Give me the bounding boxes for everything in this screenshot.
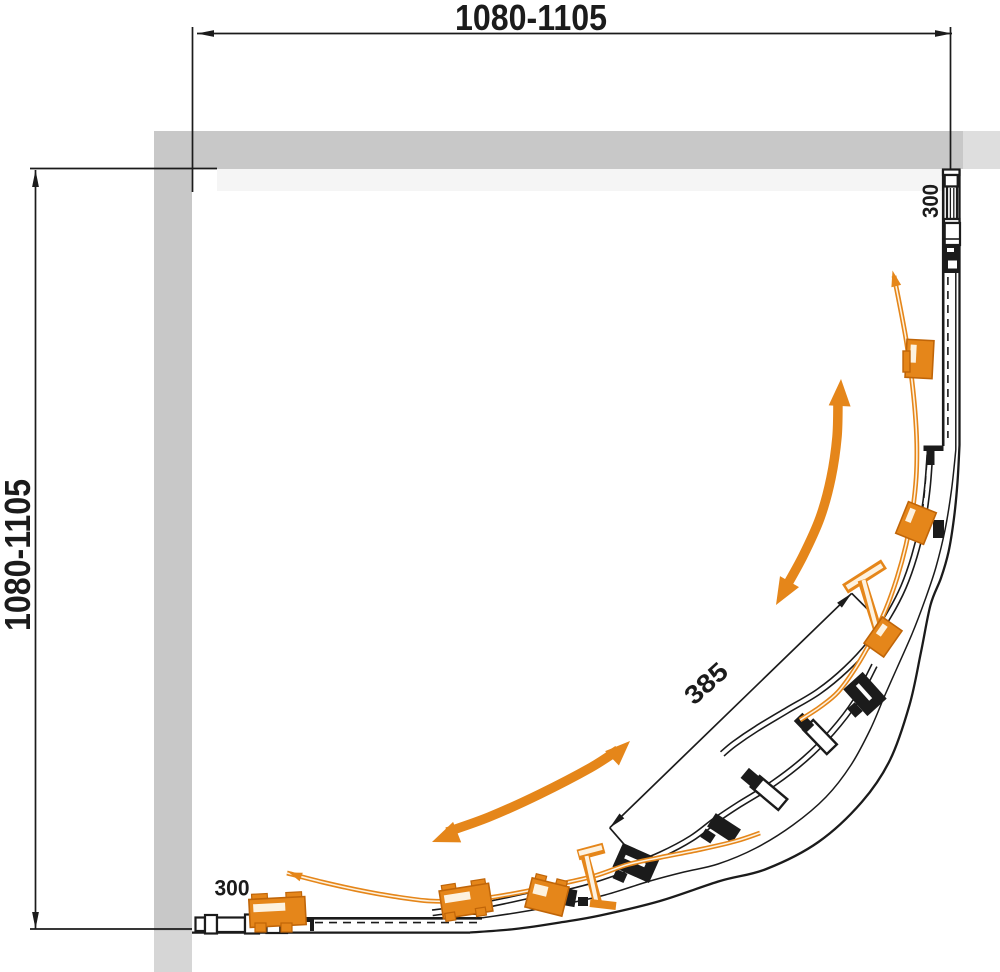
svg-text:1080-1105: 1080-1105	[455, 0, 607, 38]
svg-text:300: 300	[918, 184, 943, 218]
svg-text:385: 385	[678, 656, 734, 710]
svg-text:300: 300	[215, 876, 250, 901]
svg-text:1080-1105: 1080-1105	[0, 479, 38, 631]
